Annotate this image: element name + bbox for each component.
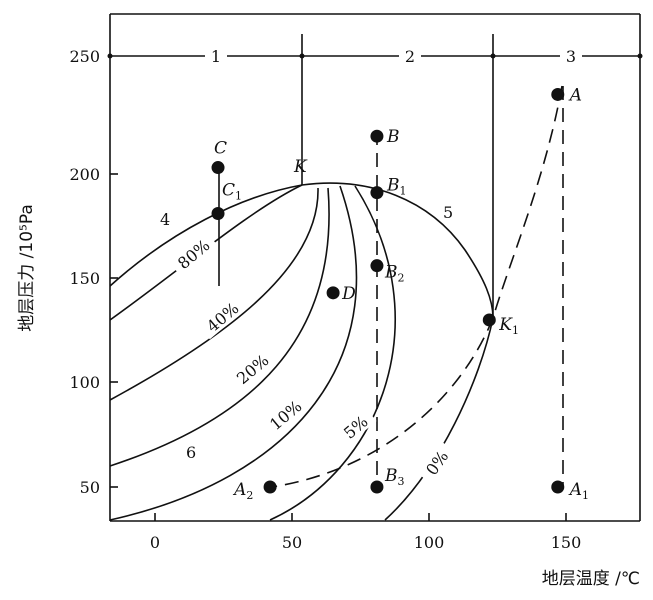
quality-line-20 xyxy=(109,187,330,467)
quality-line-5 xyxy=(269,185,396,521)
state-point-c1 xyxy=(211,206,225,220)
state-point-b xyxy=(370,129,384,143)
state-point-label: D xyxy=(341,284,356,304)
x-axis-ticks xyxy=(154,513,567,521)
state-point-c xyxy=(211,161,225,175)
region-marker xyxy=(107,53,113,59)
x-tick-label: 100 xyxy=(414,533,445,552)
y-tick-label: 50 xyxy=(80,478,100,497)
plot-frame xyxy=(109,13,641,522)
region-label-bg xyxy=(399,44,421,66)
two-phase-label: 6 xyxy=(186,443,196,462)
y-tick-label: 200 xyxy=(69,165,100,184)
state-points: A A1 A2 B B1 B2 B3 C C1 D K1 xyxy=(211,85,589,502)
quality-label-80-group: 80% xyxy=(169,231,218,277)
y-tick-label: 150 xyxy=(69,269,100,288)
state-point-label: B xyxy=(386,127,400,147)
depletion-path-A xyxy=(271,85,563,488)
quality-label-0-group: 0% xyxy=(417,441,456,485)
region-marker xyxy=(299,53,305,59)
region-marker xyxy=(637,53,643,59)
x-axis-title: 地层温度 /℃ xyxy=(542,569,640,589)
x-tick-label: 0 xyxy=(150,533,160,552)
y-axis-ticks xyxy=(110,173,118,488)
state-point-d xyxy=(326,286,340,300)
quality-label-10-group: 10% xyxy=(261,392,310,438)
dew-point-curve xyxy=(301,182,494,319)
state-point-k1 xyxy=(482,313,496,327)
state-point-b2 xyxy=(370,259,384,273)
state-point-label: A1 xyxy=(568,480,589,502)
dew-curve-label: 5 xyxy=(443,203,453,222)
region-dividers xyxy=(107,34,643,318)
y-tick-label: 250 xyxy=(69,47,100,66)
quality-line-10 xyxy=(109,185,358,521)
state-point-label: C xyxy=(214,139,227,159)
state-point-label: B1 xyxy=(386,176,407,198)
state-point-b3 xyxy=(370,480,384,494)
state-point-b1 xyxy=(370,186,384,200)
region-marker xyxy=(490,53,496,59)
quality-label-20-group: 20% xyxy=(228,346,277,392)
y-axis-title: 地层压力 /10⁵Pa xyxy=(17,204,37,331)
y-tick-label: 100 xyxy=(69,373,100,392)
state-point-label: C1 xyxy=(222,180,242,202)
state-point-label: A2 xyxy=(232,480,253,502)
state-point-label: B3 xyxy=(384,466,405,488)
state-point-label: K1 xyxy=(498,315,519,337)
state-point-label: B2 xyxy=(384,263,405,285)
region-label-2: 2 xyxy=(405,47,415,66)
quality-label-5-group: 5% xyxy=(334,407,377,447)
quality-label-40-group: 40% xyxy=(198,294,247,340)
state-point-a1 xyxy=(551,480,565,494)
state-point-a2 xyxy=(263,480,277,494)
bubble-curve-label: 4 xyxy=(160,210,170,229)
region-label-bg xyxy=(205,44,227,66)
state-point-a xyxy=(551,87,565,101)
quality-line-40 xyxy=(109,187,319,401)
region-label-bg xyxy=(560,44,582,66)
region-label-3: 3 xyxy=(566,47,576,66)
state-point-label: A xyxy=(568,85,582,105)
bubble-point-curve xyxy=(109,184,303,287)
critical-point-label: K xyxy=(293,157,308,177)
x-tick-label: 50 xyxy=(282,533,302,552)
region-label-1: 1 xyxy=(211,47,221,66)
x-tick-label: 150 xyxy=(551,533,582,552)
quality-line-0 xyxy=(384,317,494,521)
